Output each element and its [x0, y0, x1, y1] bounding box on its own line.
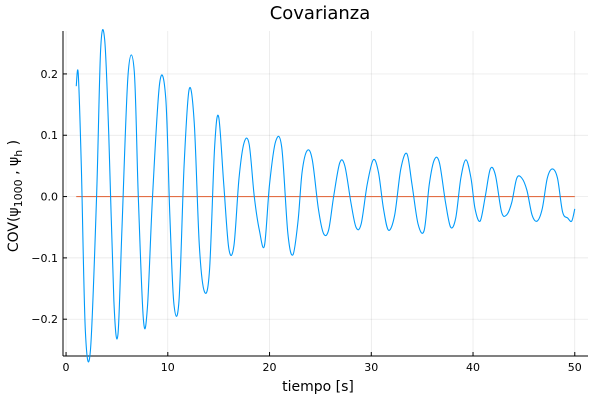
- y-tick-label: −0.2: [31, 313, 58, 326]
- y-axis-label-sub2: h: [12, 150, 25, 157]
- y-axis-label-suffix: ): [6, 140, 22, 150]
- x-tick-label: 40: [466, 361, 480, 374]
- grid-lines: [63, 31, 588, 356]
- x-tick-label: 50: [568, 361, 582, 374]
- y-ticks: −0.2 −0.1 0.0 0.1 0.2: [31, 68, 67, 326]
- y-axis-label: COV(ψ1000 , ψh ): [6, 140, 25, 252]
- y-tick-label: −0.1: [31, 252, 58, 265]
- y-tick-label: 0.1: [41, 129, 59, 142]
- y-axis-label-sub1: 1000: [12, 179, 25, 207]
- y-tick-label: 0.2: [41, 68, 59, 81]
- series-layer: [75, 29, 576, 363]
- x-axis-label: tiempo [s]: [282, 379, 354, 395]
- chart-title: Covarianza: [270, 3, 371, 24]
- x-tick-label: 10: [161, 361, 175, 374]
- x-tick-label: 30: [364, 361, 378, 374]
- x-ticks: 0 10 20 30 40 50: [63, 352, 582, 374]
- y-axis-label-mid: , ψ: [6, 157, 22, 180]
- y-axis-label-prefix: COV(ψ: [6, 207, 22, 252]
- y-tick-label: 0.0: [41, 191, 59, 204]
- x-tick-label: 0: [63, 361, 70, 374]
- covariance-series-line: [75, 29, 576, 363]
- axes: [62, 31, 588, 357]
- x-tick-label: 20: [263, 361, 277, 374]
